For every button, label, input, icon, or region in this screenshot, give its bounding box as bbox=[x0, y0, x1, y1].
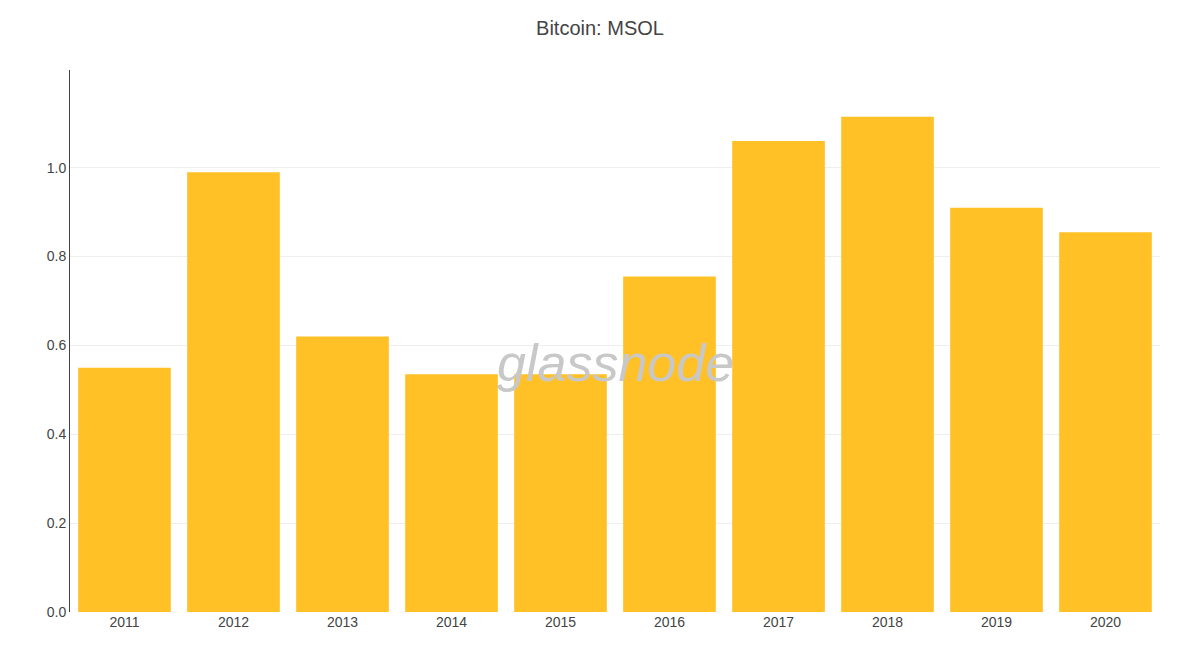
svg-text:0.0: 0.0 bbox=[47, 604, 67, 620]
svg-text:1.0: 1.0 bbox=[47, 160, 67, 176]
svg-text:2015: 2015 bbox=[545, 614, 576, 630]
svg-text:0.8: 0.8 bbox=[47, 248, 67, 264]
svg-text:2013: 2013 bbox=[327, 614, 358, 630]
svg-text:2019: 2019 bbox=[981, 614, 1012, 630]
svg-text:0.6: 0.6 bbox=[47, 337, 67, 353]
svg-text:glassnode: glassnode bbox=[497, 334, 734, 392]
svg-text:0.2: 0.2 bbox=[47, 515, 67, 531]
svg-text:2016: 2016 bbox=[654, 614, 685, 630]
svg-text:2018: 2018 bbox=[872, 614, 903, 630]
svg-text:Bitcoin: MSOL: Bitcoin: MSOL bbox=[536, 17, 664, 39]
svg-text:0.4: 0.4 bbox=[47, 426, 67, 442]
svg-text:2012: 2012 bbox=[218, 614, 249, 630]
svg-text:2020: 2020 bbox=[1090, 614, 1121, 630]
svg-text:2011: 2011 bbox=[109, 614, 139, 630]
svg-text:2014: 2014 bbox=[436, 614, 467, 630]
svg-text:2017: 2017 bbox=[763, 614, 794, 630]
